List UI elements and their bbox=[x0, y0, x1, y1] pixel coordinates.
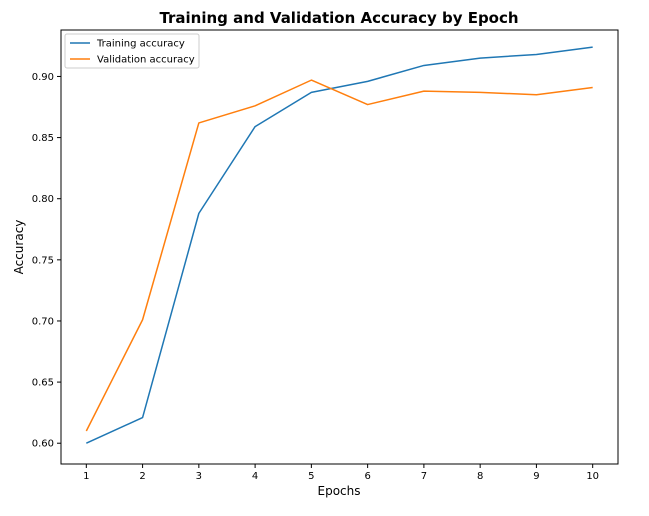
y-tick-label: 0.85 bbox=[32, 133, 54, 144]
y-tick-label: 0.60 bbox=[32, 439, 54, 450]
y-tick-label: 0.90 bbox=[32, 72, 54, 83]
x-tick-label: 2 bbox=[139, 471, 145, 482]
x-tick-label: 4 bbox=[252, 471, 258, 482]
x-tick-label: 7 bbox=[421, 471, 427, 482]
legend-box bbox=[64, 33, 200, 69]
plot-area: 1 2 3 4 5 6 7 8 9 10 0.60 0.65 0.70 0.75 0.80 0.85 0.90 bbox=[32, 29, 619, 482]
y-axis-label: Accuracy bbox=[12, 220, 26, 275]
y-tick-label: 0.70 bbox=[32, 316, 54, 327]
plot-frame bbox=[60, 29, 619, 465]
x-tick-label: 6 bbox=[364, 471, 370, 482]
y-tick-label: 0.65 bbox=[32, 378, 54, 389]
y-tick-label: 0.80 bbox=[32, 194, 54, 205]
x-tick-label: 8 bbox=[477, 471, 483, 482]
x-tick-label: 10 bbox=[586, 471, 599, 482]
x-tick-label: 1 bbox=[83, 471, 89, 482]
series-line-training bbox=[86, 46, 593, 444]
x-axis-label: Epochs bbox=[318, 484, 361, 498]
y-tick-label: 0.75 bbox=[32, 255, 54, 266]
series-line-validation bbox=[85, 79, 593, 432]
legend-entry: Training accuracy bbox=[96, 39, 185, 50]
chart-title: Training and Validation Accuracy by Epoc… bbox=[159, 9, 518, 27]
legend: Training accuracy Validation accuracy bbox=[64, 33, 200, 69]
x-tick-label: 3 bbox=[196, 471, 202, 482]
legend-entry: Validation accuracy bbox=[97, 55, 195, 66]
x-tick-label: 9 bbox=[533, 471, 539, 482]
x-tick-label: 5 bbox=[308, 471, 314, 482]
